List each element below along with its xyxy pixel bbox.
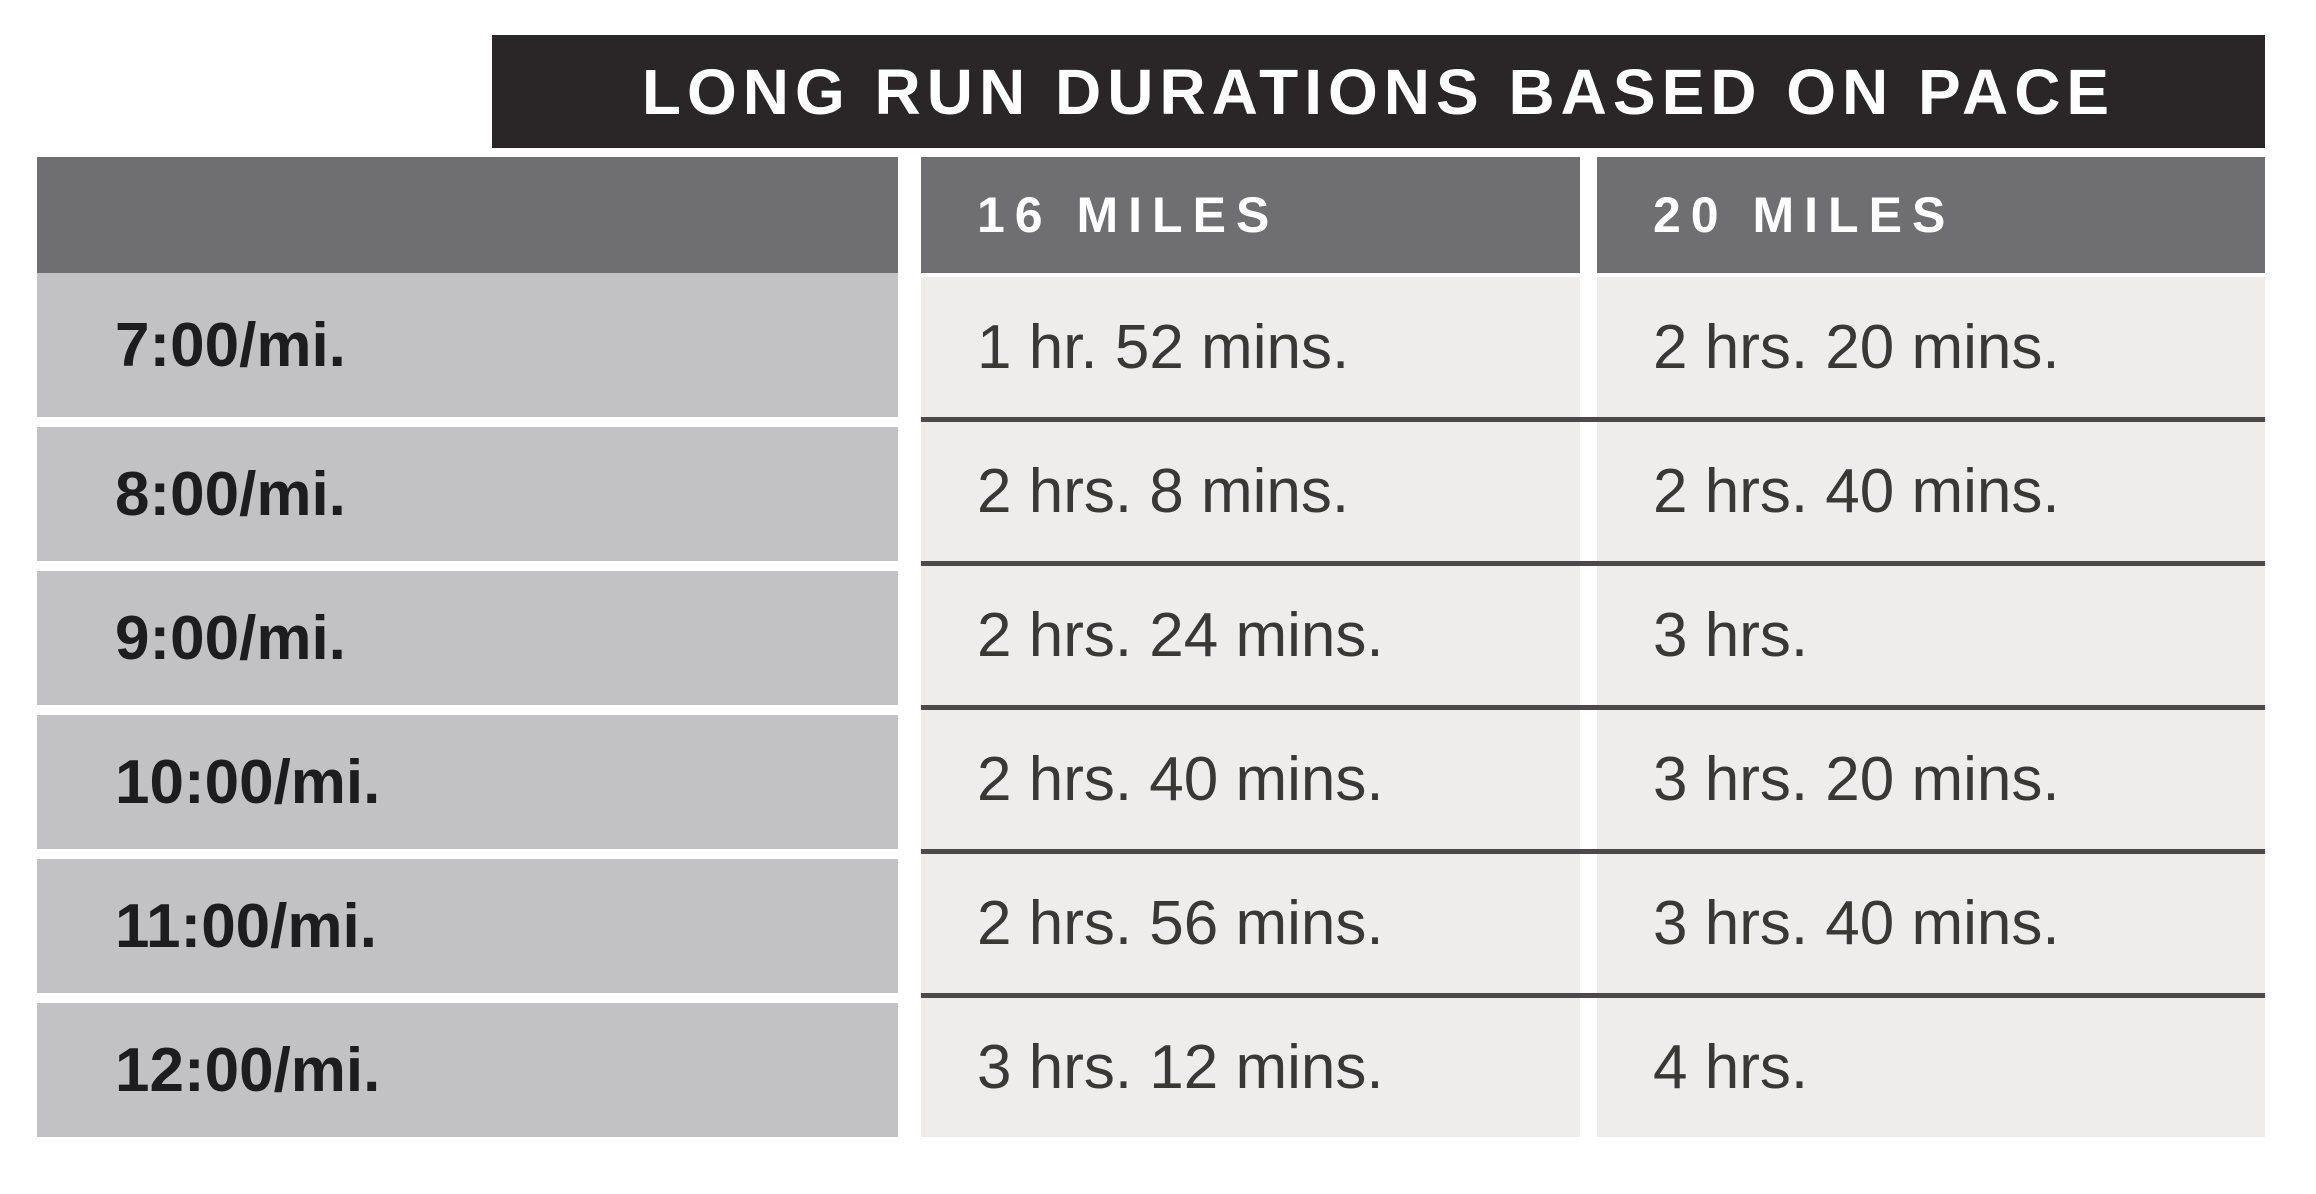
column-gutter <box>1580 854 1597 993</box>
pace-cell: 10:00/mi. <box>37 705 898 849</box>
title-bar: LONG RUN DURATIONS BASED ON PACE <box>492 35 2265 148</box>
duration-value: 2 hrs. 20 mins. <box>1653 312 2060 382</box>
pace-label: 7:00/mi. <box>115 310 346 380</box>
pace-cell: 11:00/mi. <box>37 849 898 993</box>
pace-label: 9:00/mi. <box>115 603 346 673</box>
pace-label: 10:00/mi. <box>115 747 381 817</box>
duration-value: 4 hrs. <box>1653 1033 1809 1102</box>
table-row: 1 hr. 52 mins. 2 hrs. 20 mins. <box>921 273 2265 417</box>
duration-value: 3 hrs. <box>1653 601 1809 670</box>
duration-cell-16: 2 hrs. 24 mins. <box>921 566 1580 705</box>
table-row: 2 hrs. 40 mins. 3 hrs. 20 mins. <box>921 705 2265 849</box>
duration-cell-16: 3 hrs. 12 mins. <box>921 998 1580 1137</box>
pace-column: 7:00/mi. 8:00/mi. 9:00/mi. 10:00/mi. 11:… <box>37 273 898 1137</box>
duration-cell-20: 3 hrs. <box>1597 566 2265 705</box>
column-gutter <box>1580 710 1597 849</box>
duration-value: 2 hrs. 40 mins. <box>977 745 1384 814</box>
duration-value: 3 hrs. 20 mins. <box>1653 745 2060 814</box>
duration-value: 3 hrs. 12 mins. <box>977 1033 1384 1102</box>
duration-cell-20: 2 hrs. 40 mins. <box>1597 422 2265 561</box>
column-header-16-miles-label: 16 MILES <box>977 187 1280 243</box>
table-row: 2 hrs. 24 mins. 3 hrs. <box>921 561 2265 705</box>
page-title: LONG RUN DURATIONS BASED ON PACE <box>641 55 2116 128</box>
pace-cell: 8:00/mi. <box>37 417 898 561</box>
duration-cell-16: 2 hrs. 40 mins. <box>921 710 1580 849</box>
duration-cell-16: 2 hrs. 8 mins. <box>921 422 1580 561</box>
table-row: 3 hrs. 12 mins. 4 hrs. <box>921 993 2265 1137</box>
column-header-20-miles: 20 MILES <box>1597 157 2265 273</box>
column-gutter <box>1580 422 1597 561</box>
column-header-16-miles: 16 MILES <box>921 157 1580 273</box>
pace-cell: 12:00/mi. <box>37 993 898 1137</box>
duration-cell-20: 3 hrs. 20 mins. <box>1597 710 2265 849</box>
column-gutter <box>1580 998 1597 1137</box>
duration-value: 2 hrs. 8 mins. <box>977 457 1350 526</box>
column-header-20-miles-label: 20 MILES <box>1653 187 1956 243</box>
duration-value: 3 hrs. 40 mins. <box>1653 889 2060 958</box>
pace-cell: 9:00/mi. <box>37 561 898 705</box>
duration-columns: 1 hr. 52 mins. 2 hrs. 20 mins. 2 hrs. 8 … <box>921 273 2265 1137</box>
column-gutter <box>1580 566 1597 705</box>
duration-cell-16: 2 hrs. 56 mins. <box>921 854 1580 993</box>
duration-value: 2 hrs. 56 mins. <box>977 889 1384 958</box>
pace-label: 11:00/mi. <box>115 891 377 961</box>
pace-label: 12:00/mi. <box>115 1035 381 1105</box>
table-row: 2 hrs. 8 mins. 2 hrs. 40 mins. <box>921 417 2265 561</box>
column-gutter <box>1580 277 1597 417</box>
duration-value: 1 hr. 52 mins. <box>977 312 1350 382</box>
pace-label: 8:00/mi. <box>115 459 346 529</box>
pace-cell: 7:00/mi. <box>37 273 898 417</box>
table-row: 2 hrs. 56 mins. 3 hrs. 40 mins. <box>921 849 2265 993</box>
duration-cell-16: 1 hr. 52 mins. <box>921 277 1580 417</box>
duration-cell-20: 3 hrs. 40 mins. <box>1597 854 2265 993</box>
duration-cell-20: 2 hrs. 20 mins. <box>1597 277 2265 417</box>
header-cell-blank <box>37 157 898 273</box>
duration-value: 2 hrs. 24 mins. <box>977 601 1384 670</box>
duration-value: 2 hrs. 40 mins. <box>1653 457 2060 526</box>
duration-cell-20: 4 hrs. <box>1597 998 2265 1137</box>
